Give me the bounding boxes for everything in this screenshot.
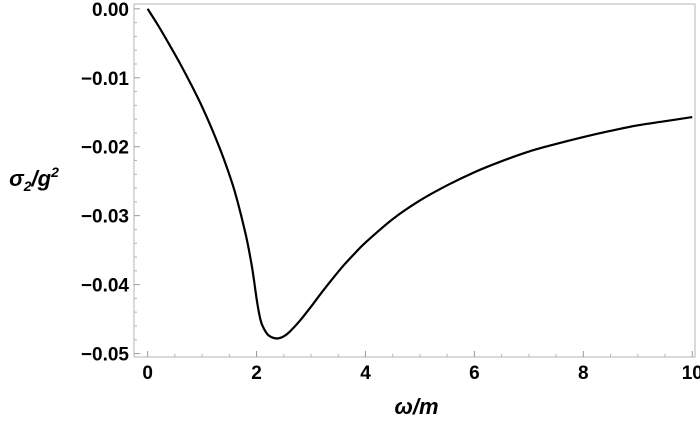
series-line [146,8,693,340]
x-tick-label: 4 [360,363,371,384]
y-axis-label: σ2/g2 [9,164,59,194]
x-tick-label: 6 [469,363,480,384]
x-tick-label: 2 [251,363,262,384]
y-tick-label: −0.02 [81,138,129,159]
y-tick-label: −0.05 [81,345,130,366]
y-axis-label-sub: 2 [23,178,32,194]
x-tick-label: 0 [142,363,153,384]
y-ticks: 0.00 −0.01 −0.02 −0.03 −0.04 −0.05 [81,0,140,366]
x-tick-label: 8 [578,363,589,384]
series-layer [146,8,693,340]
y-tick-label: −0.03 [81,207,129,228]
x-ticks: 0 2 4 6 8 10 [142,351,700,384]
y-axis-label-mid: /g [31,166,52,191]
y-tick-label: −0.01 [81,69,130,90]
x-axis-label: ω/m [394,394,438,419]
y-axis-label-base: σ [9,166,25,191]
y-axis-label-sup: 2 [50,164,59,180]
y-tick-label: 0.00 [92,0,129,21]
x-tick-label: 10 [682,363,700,384]
plot-frame [133,3,696,358]
y-tick-label: −0.04 [81,276,130,297]
